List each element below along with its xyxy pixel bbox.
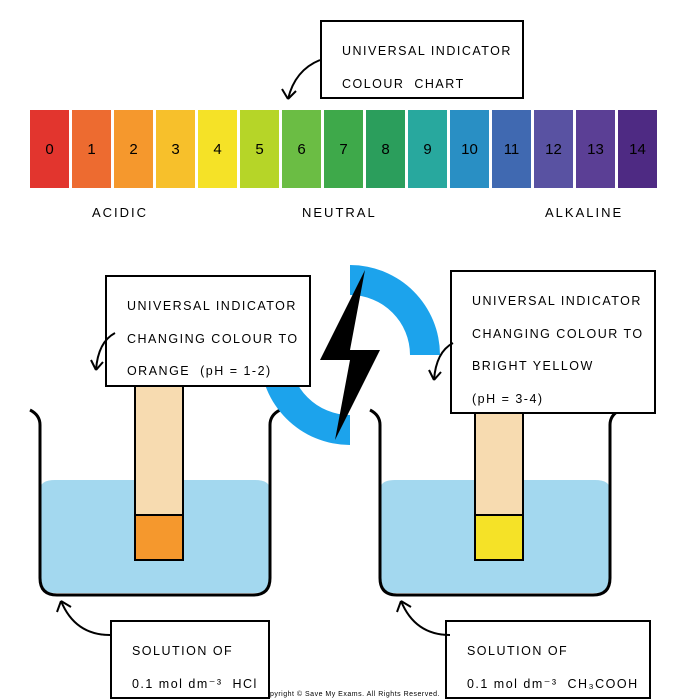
left-solution-label: SOLUTION OF 0.1 mol dm⁻³ HCl xyxy=(110,620,270,699)
right-solution-label: SOLUTION OF 0.1 mol dm⁻³ CH₃COOH xyxy=(445,620,651,699)
ph-cell-3: 3 xyxy=(156,110,195,188)
arrow-title xyxy=(280,55,325,110)
ph-cell-0: 0 xyxy=(30,110,69,188)
right-indicator-label: UNIVERSAL INDICATOR CHANGING COLOUR TO B… xyxy=(450,270,656,414)
title-box: UNIVERSAL INDICATOR COLOUR CHART xyxy=(320,20,524,99)
ph-cell-10: 10 xyxy=(450,110,489,188)
arrow-right-indicator xyxy=(428,340,458,390)
ph-cell-13: 13 xyxy=(576,110,615,188)
title-line1: UNIVERSAL INDICATOR xyxy=(342,44,512,58)
ph-cell-4: 4 xyxy=(198,110,237,188)
arrow-right-solution xyxy=(395,595,455,645)
range-neutral: NEUTRAL xyxy=(302,205,377,220)
ph-cell-1: 1 xyxy=(72,110,111,188)
ph-scale: 01234567891011121314 xyxy=(30,110,657,188)
ph-cell-2: 2 xyxy=(114,110,153,188)
ph-cell-5: 5 xyxy=(240,110,279,188)
arrow-left-solution xyxy=(55,595,115,645)
ph-cell-12: 12 xyxy=(534,110,573,188)
left-beaker xyxy=(25,380,285,630)
ph-cell-6: 6 xyxy=(282,110,321,188)
title-line2: COLOUR CHART xyxy=(342,77,465,91)
ph-cell-14: 14 xyxy=(618,110,657,188)
ph-cell-9: 9 xyxy=(408,110,447,188)
ph-cell-8: 8 xyxy=(366,110,405,188)
ph-cell-7: 7 xyxy=(324,110,363,188)
left-indicator-label: UNIVERSAL INDICATOR CHANGING COLOUR TO O… xyxy=(105,275,311,387)
range-acidic: ACIDIC xyxy=(92,205,148,220)
range-alkaline: ALKALINE xyxy=(545,205,623,220)
arrow-left-indicator xyxy=(90,330,120,380)
copyright: Copyright © Save My Exams. All Rights Re… xyxy=(260,691,440,698)
ph-cell-11: 11 xyxy=(492,110,531,188)
